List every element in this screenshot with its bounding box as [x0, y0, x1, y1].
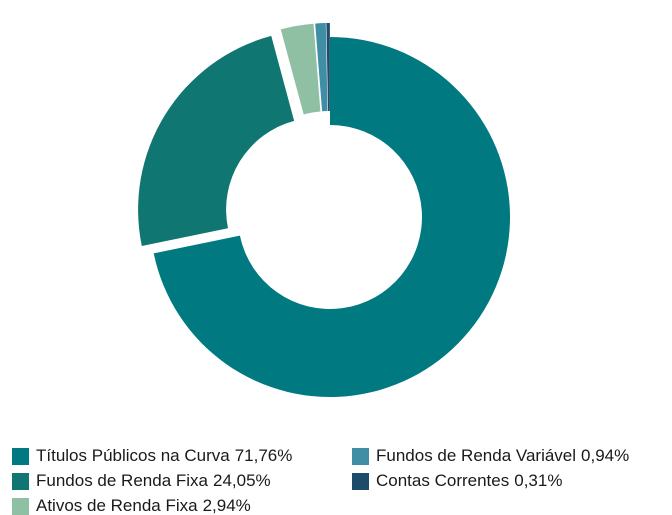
legend-swatch — [352, 448, 369, 465]
slice — [138, 35, 295, 247]
legend-name: Títulos Públicos na Curva — [36, 446, 230, 465]
slice — [315, 23, 328, 112]
legend-swatch — [12, 473, 29, 490]
legend-name: Fundos de Renda Fixa — [36, 471, 209, 490]
legend-name: Fundos de Renda Variável — [376, 446, 576, 465]
legend-swatch — [12, 498, 29, 515]
legend-swatch — [12, 448, 29, 465]
legend-name: Contas Correntes — [376, 471, 509, 490]
legend-label: Contas Correntes 0,31% — [376, 471, 562, 490]
slice — [153, 37, 511, 398]
slice — [326, 22, 330, 112]
legend-label: Ativos de Renda Fixa 2,94% — [36, 496, 251, 515]
legend-value: 0,31% — [514, 471, 562, 490]
legend-label: Fundos de Renda Fixa 24,05% — [36, 471, 271, 490]
legend-label: Títulos Públicos na Curva 71,76% — [36, 446, 292, 465]
slice — [280, 23, 321, 115]
legend-value: 2,94% — [203, 496, 251, 515]
legend-swatch — [352, 473, 369, 490]
legend-value: 0,94% — [581, 446, 629, 465]
legend-label: Fundos de Renda Variável 0,94% — [376, 446, 629, 465]
legend-name: Ativos de Renda Fixa — [36, 496, 198, 515]
legend-value: 24,05% — [213, 471, 271, 490]
legend-value: 71,76% — [235, 446, 293, 465]
